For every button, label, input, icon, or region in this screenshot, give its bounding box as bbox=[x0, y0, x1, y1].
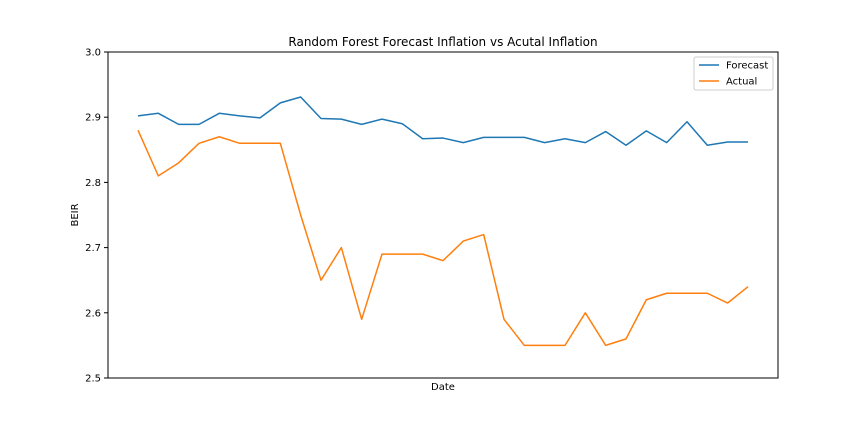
y-tick-label: 2.6 bbox=[85, 308, 101, 319]
y-tick-label: 2.5 bbox=[85, 374, 101, 385]
series-layer bbox=[137, 96, 749, 347]
y-tick-label: 2.7 bbox=[85, 243, 101, 254]
legend-label-forecast: Forecast bbox=[726, 61, 768, 72]
x-axis-label: Date bbox=[431, 382, 455, 393]
series-line-actual bbox=[137, 129, 749, 347]
y-tick-label: 2.9 bbox=[85, 113, 101, 124]
axes-frame bbox=[107, 51, 779, 379]
legend: Forecast Actual bbox=[693, 56, 774, 91]
y-tick-label: 3.0 bbox=[85, 48, 101, 59]
legend-label-actual: Actual bbox=[726, 77, 757, 88]
y-axis-label: BEIR bbox=[70, 203, 81, 226]
y-tick-label: 2.8 bbox=[85, 178, 101, 189]
chart-title: Random Forest Forecast Inflation vs Acut… bbox=[288, 35, 597, 49]
y-axis-ticks: 2.5 2.6 2.7 2.8 2.9 3.0 bbox=[85, 48, 108, 385]
series-line-forecast bbox=[137, 96, 748, 146]
